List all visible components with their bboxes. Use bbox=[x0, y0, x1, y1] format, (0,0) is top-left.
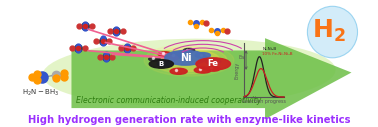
Text: Fe: Fe bbox=[208, 59, 219, 68]
Circle shape bbox=[196, 58, 231, 70]
Text: Ni-Ni₃B: Ni-Ni₃B bbox=[262, 47, 276, 51]
Circle shape bbox=[165, 50, 206, 65]
Circle shape bbox=[206, 66, 220, 71]
Circle shape bbox=[157, 61, 172, 67]
Circle shape bbox=[144, 44, 234, 76]
Text: 10% Fe-Ni-Ni₃B: 10% Fe-Ni-Ni₃B bbox=[262, 52, 293, 56]
Circle shape bbox=[149, 57, 160, 61]
Circle shape bbox=[183, 48, 195, 52]
Circle shape bbox=[206, 59, 221, 64]
Circle shape bbox=[167, 52, 184, 58]
Circle shape bbox=[158, 49, 220, 71]
Text: $\mathbf{H_2}$: $\mathbf{H_2}$ bbox=[312, 18, 346, 44]
Text: Ni: Ni bbox=[180, 53, 191, 63]
Circle shape bbox=[194, 67, 211, 73]
Ellipse shape bbox=[42, 39, 336, 106]
Circle shape bbox=[170, 68, 187, 74]
Circle shape bbox=[149, 60, 174, 68]
Text: High hydrogen generation rate with enzyme-like kinetics: High hydrogen generation rate with enzym… bbox=[28, 115, 350, 125]
Text: Energy: Energy bbox=[234, 61, 239, 79]
Circle shape bbox=[195, 53, 211, 58]
Circle shape bbox=[151, 47, 227, 74]
Text: Reaction progress: Reaction progress bbox=[242, 99, 286, 104]
Text: $\mathregular{H_2N-BH_3}$: $\mathregular{H_2N-BH_3}$ bbox=[22, 88, 59, 98]
Text: Ea: Ea bbox=[239, 55, 245, 60]
Text: Electronic communication-induced cooperativity: Electronic communication-induced coopera… bbox=[76, 96, 261, 105]
Polygon shape bbox=[71, 38, 352, 119]
Circle shape bbox=[158, 52, 172, 57]
Ellipse shape bbox=[307, 6, 358, 58]
Text: B: B bbox=[159, 61, 164, 67]
